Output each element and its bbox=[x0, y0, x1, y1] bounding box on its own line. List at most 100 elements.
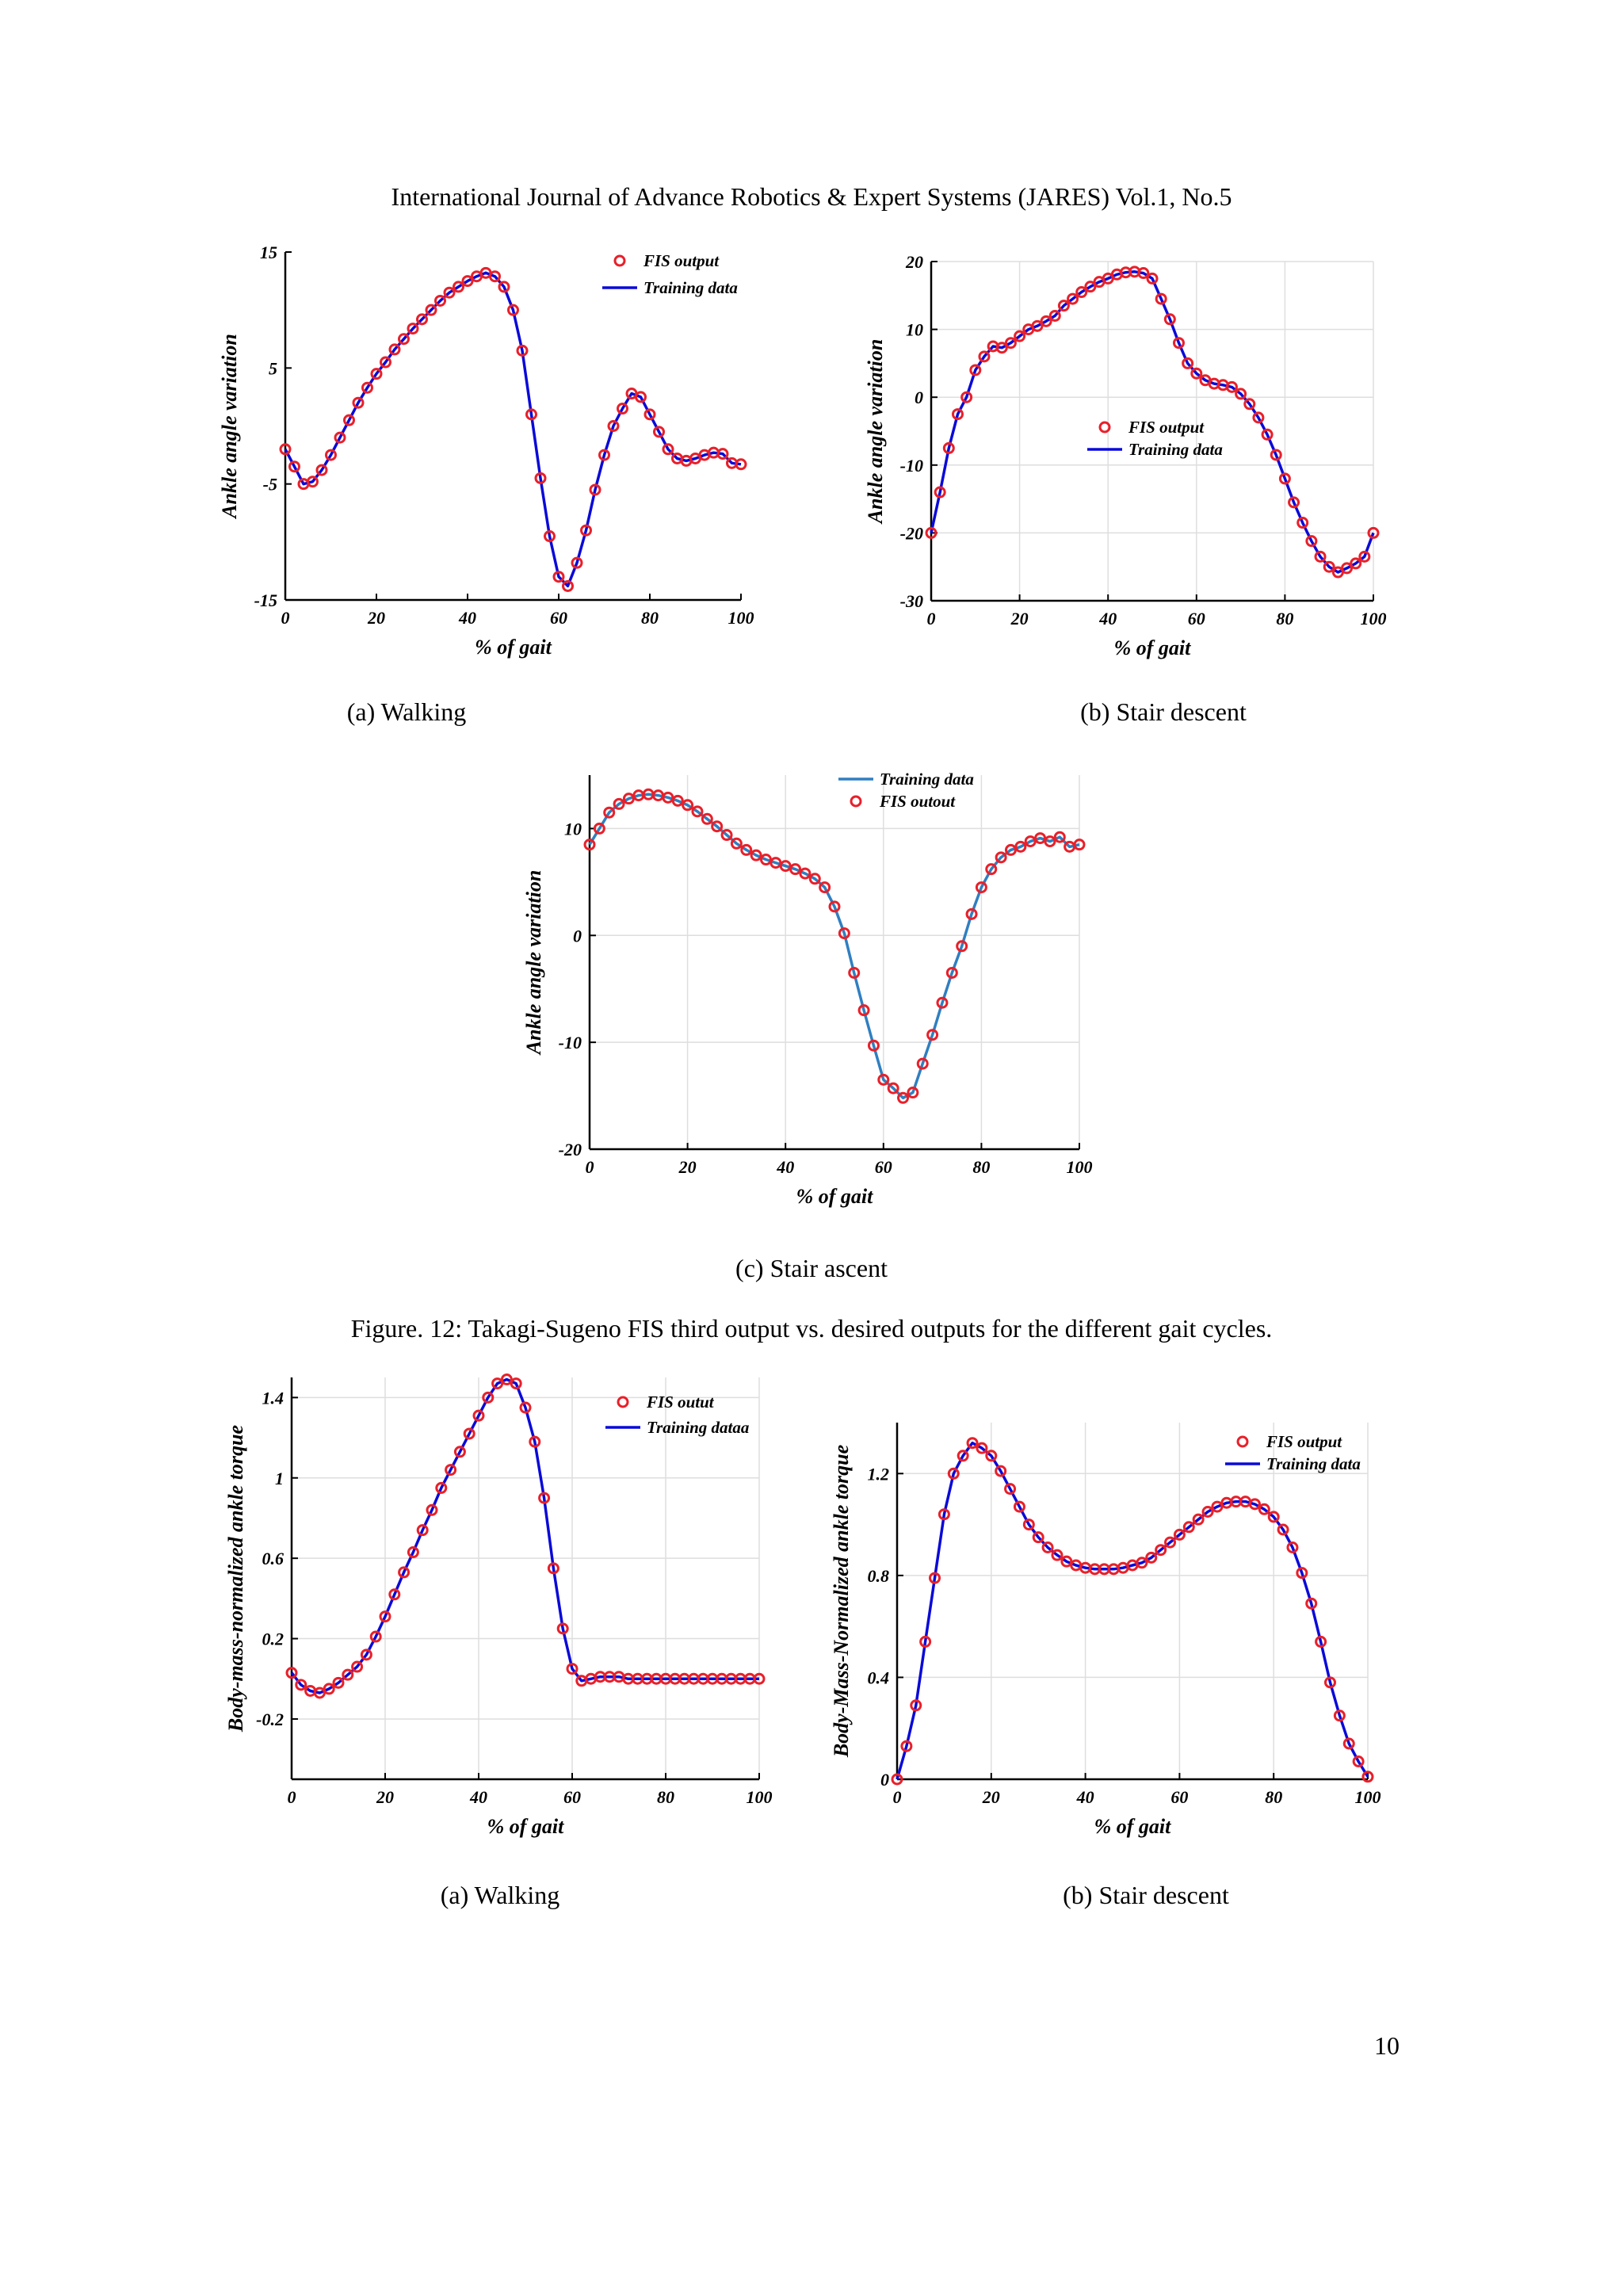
y-tick-label: -15 bbox=[254, 590, 277, 610]
fis-output-marker bbox=[1278, 472, 1291, 485]
fis-output-marker bbox=[711, 820, 724, 833]
x-axis-label: % of gait bbox=[475, 636, 552, 659]
x-tick-label: 40 bbox=[469, 1787, 487, 1807]
y-tick-label: 1 bbox=[275, 1469, 284, 1488]
legend-label: FIS output bbox=[1266, 1432, 1342, 1451]
y-tick-label: 5 bbox=[269, 358, 277, 378]
fis-output-marker bbox=[1073, 839, 1086, 851]
y-tick-label: 0.2 bbox=[262, 1629, 285, 1649]
fis-output-marker bbox=[360, 1648, 372, 1661]
fis-output-marker bbox=[671, 794, 684, 807]
fis-output-marker bbox=[887, 1082, 899, 1095]
fis-output-marker bbox=[938, 1508, 950, 1521]
fis-output-marker bbox=[1155, 1544, 1167, 1557]
fis-output-marker bbox=[622, 793, 635, 805]
fis-output-marker bbox=[416, 1524, 429, 1537]
fis-output-marker bbox=[925, 526, 938, 539]
fis-output-marker bbox=[556, 1622, 569, 1635]
fis-output-marker bbox=[566, 1663, 579, 1675]
fis-output-marker bbox=[1296, 517, 1309, 529]
legend: FIS output Training data bbox=[1087, 418, 1223, 459]
fis-output-marker bbox=[1315, 1635, 1327, 1648]
fis-output-marker bbox=[507, 304, 519, 316]
fis-output-marker bbox=[662, 443, 674, 456]
y-tick-label: 1.4 bbox=[262, 1388, 285, 1408]
y-tick-label: -10 bbox=[900, 456, 923, 476]
fis-output-marker bbox=[1277, 1523, 1289, 1536]
fis-output-marker bbox=[753, 1672, 766, 1685]
fis-output-marker bbox=[538, 1492, 551, 1504]
training-data-line bbox=[588, 793, 1080, 1100]
fis-output-marker bbox=[643, 408, 656, 421]
legend-label: Training data bbox=[1266, 1454, 1361, 1473]
y-tick-label: 10 bbox=[564, 819, 582, 839]
fis-output-marker bbox=[388, 1588, 401, 1601]
fis-output-marker bbox=[1172, 337, 1185, 350]
fis-output-marker bbox=[635, 391, 647, 403]
legend-label: Training data bbox=[643, 278, 738, 297]
fis-output-marker bbox=[1211, 1500, 1224, 1513]
fis-output-marker bbox=[334, 431, 346, 444]
fis-output-marker bbox=[926, 1029, 939, 1041]
fis-output-marker bbox=[343, 414, 355, 426]
y-tick-label: 0.4 bbox=[868, 1668, 890, 1687]
fis-output-marker bbox=[759, 854, 772, 866]
fis-output-marker bbox=[750, 849, 762, 861]
fis-output-marker bbox=[313, 1687, 326, 1699]
figure-caption: Figure. 12: Takagi-Sugeno FIS third outp… bbox=[350, 1314, 1273, 1343]
fis-output-marker bbox=[1032, 1531, 1044, 1544]
fis-output-marker bbox=[891, 1773, 903, 1786]
fis-output-marker bbox=[936, 996, 949, 1009]
fis-output-marker bbox=[589, 483, 601, 496]
fis-output-marker bbox=[1367, 526, 1380, 539]
fis-output-marker bbox=[534, 472, 547, 484]
y-tick-label: 0 bbox=[915, 388, 923, 407]
fis-output-marker bbox=[380, 356, 391, 369]
x-tick-label: 40 bbox=[1076, 1787, 1094, 1807]
legend-label: FIS output bbox=[1128, 418, 1205, 437]
fis-output-marker bbox=[1333, 1710, 1346, 1722]
fis-output-marker bbox=[934, 486, 946, 499]
fis-output-marker bbox=[500, 1373, 513, 1386]
fis-output-marker bbox=[951, 408, 964, 421]
y-axis-label: Ankle angle variation bbox=[218, 334, 241, 520]
fis-output-marker bbox=[323, 1683, 335, 1695]
legend: FIS output Training data bbox=[602, 251, 738, 297]
fis-output-marker bbox=[288, 460, 300, 473]
fis-output-marker bbox=[1136, 1557, 1148, 1569]
fis-output-marker bbox=[1041, 1541, 1054, 1553]
fis-output-marker bbox=[1060, 1555, 1073, 1568]
training-data-line bbox=[290, 1377, 759, 1694]
x-tick-label: 80 bbox=[1276, 609, 1293, 628]
fis-output-marker bbox=[1004, 843, 1017, 856]
fis-output-marker bbox=[1145, 1551, 1158, 1564]
legend-label: Training dataa bbox=[647, 1418, 749, 1437]
fis-output-marker bbox=[482, 1391, 495, 1404]
y-axis-label: Ankle angle variation bbox=[864, 339, 887, 525]
fis-output-marker bbox=[379, 1610, 391, 1623]
fis-output-marker bbox=[799, 867, 812, 880]
subfigure-caption: (c) Stair ascent bbox=[735, 1254, 888, 1282]
fis-output-marker bbox=[701, 812, 713, 825]
fis-output-marker bbox=[1261, 428, 1274, 441]
legend-marker-icon bbox=[1098, 421, 1111, 434]
fis-output-marker bbox=[960, 391, 973, 403]
fis-output-marker bbox=[443, 286, 456, 299]
x-tick-label: 80 bbox=[1265, 1787, 1282, 1807]
fis-output-marker bbox=[1248, 1498, 1261, 1511]
fis-output-marker bbox=[361, 381, 373, 394]
fis-output-marker bbox=[1014, 840, 1027, 853]
journal-header: International Journal of Advance Robotic… bbox=[391, 182, 1232, 211]
fis-output-marker bbox=[1084, 281, 1097, 293]
fis-output-marker bbox=[613, 797, 625, 810]
fis-output-marker bbox=[929, 1572, 941, 1584]
fis-output-marker bbox=[1040, 315, 1052, 327]
fis-output-marker bbox=[947, 1467, 960, 1480]
fis-output-marker bbox=[1013, 1500, 1025, 1513]
fis-output-marker bbox=[352, 396, 365, 409]
fis-output-marker bbox=[510, 1377, 522, 1390]
fis-output-marker bbox=[662, 791, 674, 804]
x-tick-label: 60 bbox=[550, 608, 567, 628]
fis-output-marker bbox=[1163, 313, 1176, 326]
fis-output-marker bbox=[1192, 1513, 1205, 1526]
